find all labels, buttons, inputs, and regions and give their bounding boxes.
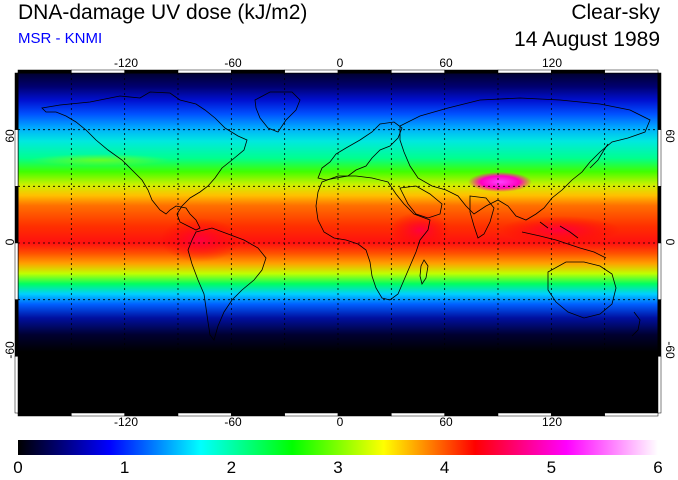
north-america-coastline [41,91,248,231]
frame-segment [497,412,552,417]
colorbar-tick-label: 1 [119,458,130,477]
lon-tick-bottom-60: 60 [439,415,453,429]
south-america-coastline [187,227,267,341]
colorbar-tick-label: 2 [226,458,237,477]
frame-segment [444,69,499,74]
frame-segment [284,69,339,74]
antarctica-coastline [18,393,658,401]
frame-segment [337,69,392,74]
lon-tick-bottom-120: 120 [541,415,563,429]
frame-segment [14,186,19,244]
map-title: DNA-damage UV dose (kJ/m2) [18,1,308,24]
japan-coastline [589,143,609,169]
colorbar-tick-label: 3 [333,458,343,477]
frame-segment [231,412,285,417]
coastlines [18,91,658,401]
frame-segment [657,186,662,244]
lon-tick-top-minus120: -120 [113,56,139,70]
sky-condition-label: Clear-sky [571,1,660,24]
frame-segment [497,69,552,74]
lat-lon-grid [18,73,658,413]
amazon-peak-region [160,218,240,262]
frame-segment [177,69,232,74]
east-africa-peak-region [390,212,450,248]
lon-tick-top-60: 60 [439,56,453,70]
australia-coastline [547,261,617,319]
frame-segment [14,356,19,414]
tibet-peak-region [468,172,532,192]
frame-segment [17,412,72,417]
frame-segment [604,69,659,74]
frame-segment [551,412,605,417]
frame-segment [657,242,662,300]
colorbar [18,440,658,455]
frame-segment [124,412,179,417]
frame-segment [14,129,19,187]
asia-coastline [399,97,651,221]
frame-segment [551,69,605,74]
arabia-coastline [399,185,443,219]
frame-segment [177,412,232,417]
frame-segment [71,69,125,74]
lon-tick-bottom-minus120: -120 [113,415,139,429]
north-pacific-cloud-band [30,154,170,166]
new-zealand-coastline [631,311,641,337]
west-pacific-peak-region [500,216,620,244]
frame-segment [337,412,392,417]
frame-segment [391,69,445,74]
frame-segment [604,412,659,417]
lon-tick-bottom-minus60: -60 [224,415,242,429]
date-label: 14 August 1989 [514,28,660,51]
lon-tick-top-120: 120 [541,56,563,70]
frame-segment [657,299,662,357]
southeast-asia-islands [521,221,607,259]
colorbar-tick-label: 0 [13,458,23,477]
frame-segment [284,412,339,417]
frame-checker-border [14,69,662,417]
frame-segment [391,412,445,417]
frame-segment [14,242,19,300]
lon-tick-top-0: 0 [336,56,344,70]
frame-segment [657,72,662,130]
frame-segment [17,69,72,74]
frame-segment [231,69,285,74]
greenland-coastline [254,91,301,133]
frame-segment [657,356,662,414]
madagascar-coastline [419,259,429,285]
frame-segment [124,69,179,74]
colorbar-tick-label: 5 [546,458,557,477]
lon-tick-bottom-0: 0 [336,415,344,429]
frame-segment [14,72,19,130]
frame-segment [14,299,19,357]
africa-coastline [315,175,431,301]
lon-tick-top-minus60: -60 [224,56,242,70]
india-coastline [469,195,495,239]
frame-segment [444,412,499,417]
colorbar-tick-label: 6 [653,458,663,477]
frame-segment [657,129,662,187]
frame-segment [71,412,125,417]
source-label: MSR - KNMI [18,30,103,47]
colorbar-tick-label: 4 [439,458,450,477]
